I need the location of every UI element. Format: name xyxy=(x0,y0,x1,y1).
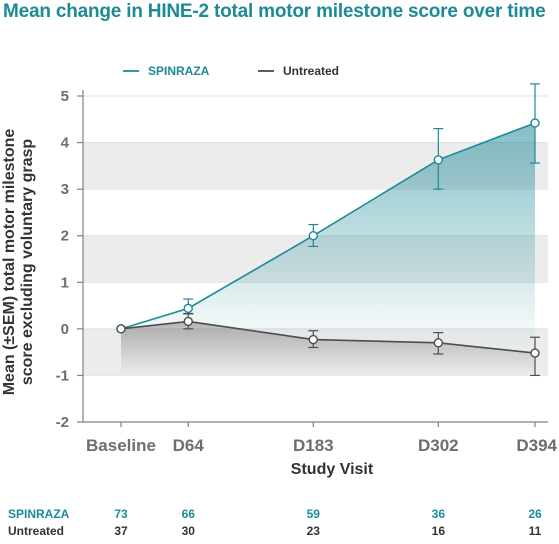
count-value: 16 xyxy=(432,524,446,538)
count-row-label: Untreated xyxy=(8,524,64,538)
chart-title: Mean change in HINE-2 total motor milest… xyxy=(3,1,546,22)
count-value: 36 xyxy=(432,507,446,521)
series xyxy=(116,83,540,377)
y-tick-label: 5 xyxy=(61,88,69,105)
count-row-label: SPINRAZA xyxy=(8,507,70,521)
x-axis-label: Study Visit xyxy=(291,461,374,478)
data-point xyxy=(308,334,318,345)
x-tick-label: Baseline xyxy=(86,436,156,455)
y-tick-label: 1 xyxy=(61,274,69,291)
count-value: 37 xyxy=(114,524,128,538)
x-tick-label: D183 xyxy=(293,436,334,455)
legend-label: SPINRAZA xyxy=(148,64,210,78)
data-point xyxy=(433,338,444,348)
area-fills xyxy=(121,123,535,376)
axes: -2 -1 0 1 2 3 4 5 Baseline D64 D183 D302 D394 xyxy=(56,88,558,455)
series-area xyxy=(121,123,535,354)
legend-label: Untreated xyxy=(283,64,339,78)
x-tick-label: D302 xyxy=(418,436,459,455)
x-tick-label: D64 xyxy=(173,436,205,455)
count-value: 73 xyxy=(114,507,128,521)
y-tick-label: 0 xyxy=(61,321,69,338)
y-axis-label-line: score excluding voluntary grasp xyxy=(19,139,36,386)
data-point xyxy=(308,231,318,241)
count-value: 23 xyxy=(307,524,321,538)
count-value: 66 xyxy=(182,507,196,521)
labels: Study Visit Mean (±SEM) total motor miles… xyxy=(1,64,542,538)
y-tick-label: 2 xyxy=(61,228,69,245)
data-point xyxy=(530,348,540,358)
count-value: 11 xyxy=(529,524,542,538)
y-tick-label: -2 xyxy=(56,414,69,431)
data-point xyxy=(433,155,444,165)
y-axis-label: Mean (±SEM) total motor milestonescore e… xyxy=(1,129,36,396)
series-area xyxy=(121,321,535,376)
y-tick-label: -1 xyxy=(56,367,69,384)
series-untreated xyxy=(116,312,540,377)
count-value: 59 xyxy=(307,507,321,521)
y-tick-label: 4 xyxy=(61,135,70,152)
count-value: 30 xyxy=(182,524,196,538)
count-value: 26 xyxy=(528,507,542,521)
data-point xyxy=(116,324,126,334)
y-axis-label-line: Mean (±SEM) total motor milestone xyxy=(1,129,18,396)
data-point xyxy=(183,316,193,327)
series-spinraza xyxy=(116,83,540,334)
data-point xyxy=(183,303,193,314)
x-tick-label: D394 xyxy=(516,436,557,455)
y-tick-label: 3 xyxy=(61,181,69,198)
data-point xyxy=(530,118,540,128)
